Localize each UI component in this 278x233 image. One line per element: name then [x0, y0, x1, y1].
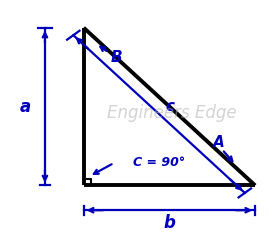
Text: A: A	[213, 135, 225, 150]
Text: a: a	[20, 98, 31, 116]
Text: Engineers Edge: Engineers Edge	[107, 104, 237, 122]
Text: b: b	[163, 214, 175, 232]
Text: B: B	[111, 50, 123, 65]
Text: C = 90°: C = 90°	[133, 156, 186, 169]
Text: c: c	[166, 99, 175, 114]
